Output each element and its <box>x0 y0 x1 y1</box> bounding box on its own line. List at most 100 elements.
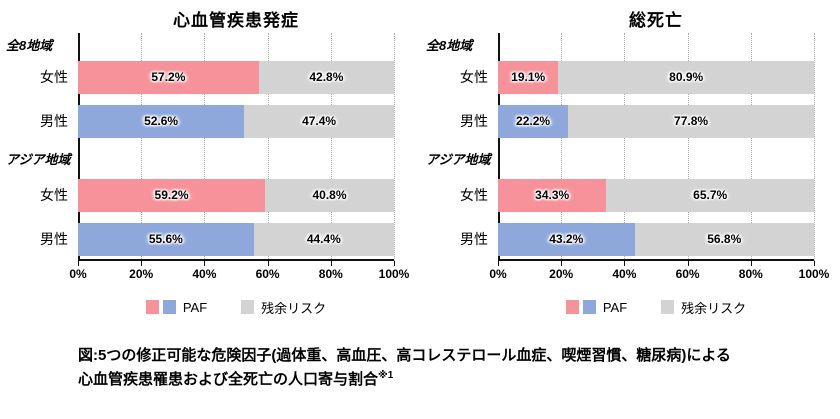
paf-value-label: 55.6% <box>148 232 183 246</box>
bar-row: 男性 22.2% 77.8% <box>426 99 814 143</box>
x-tick-mark <box>394 261 395 266</box>
category-label: 女性 <box>460 69 488 85</box>
legend-swatch-residual <box>661 300 675 314</box>
figure-caption: 図:5つの修正可能な危険因子(過体重、高血圧、高コレステロール血症、喫煙習慣、糖… <box>78 345 810 391</box>
legend-swatch-paf-male <box>162 300 176 314</box>
x-tick-label: 0% <box>69 267 87 281</box>
paf-bar-segment: 22.2% <box>498 104 569 138</box>
group-label-all-regions: 全8地域 <box>6 37 53 53</box>
grid-cvd <box>78 33 395 266</box>
paf-bar-segment: 55.6% <box>78 222 254 256</box>
plot-area-mortality: 全8地域 女性 19.1% 80.9% 男性 <box>426 33 815 266</box>
x-tick-label: 20% <box>549 267 574 281</box>
group-row: 全8地域 <box>6 33 394 55</box>
category-label: 女性 <box>40 187 68 203</box>
bar-row: 男性 43.2% 56.8% <box>426 217 814 261</box>
residual-value-label: 42.8% <box>309 70 344 84</box>
residual-value-label: 77.8% <box>674 114 709 128</box>
paf-bar-segment: 19.1% <box>498 60 559 94</box>
residual-value-label: 40.8% <box>312 188 347 202</box>
legend-label-residual: 残余リスク <box>681 300 747 316</box>
gridline <box>750 33 752 261</box>
x-tick-label: 80% <box>738 267 763 281</box>
category-label: 女性 <box>40 69 68 85</box>
gridline <box>814 33 815 261</box>
y-axis-line <box>498 33 500 261</box>
group-row: 全8地域 <box>426 33 814 55</box>
y-axis-line <box>78 33 80 261</box>
x-tick-label: 100% <box>378 267 410 281</box>
charts-row: 心血管疾患発症 全8地域 <box>6 6 840 316</box>
bar-row: 女性 34.3% 65.7% <box>426 173 814 217</box>
legend-swatch-paf-female <box>145 300 159 314</box>
paf-value-label: 59.2% <box>154 188 189 202</box>
residual-bar-segment: 77.8% <box>568 104 814 138</box>
group-label-asia: アジア地域 <box>6 151 71 167</box>
category-label: 男性 <box>40 231 68 247</box>
caption-line-1: 図:5つの修正可能な危険因子(過体重、高血圧、高コレステロール血症、喫煙習慣、糖… <box>78 347 731 364</box>
chart-panel-mortality: 総死亡 全8地域 <box>420 6 840 316</box>
x-tick-mark <box>561 261 563 266</box>
x-tick-label: 80% <box>318 267 343 281</box>
x-tick-mark <box>498 261 499 266</box>
residual-bar-segment: 47.4% <box>244 104 394 138</box>
bar-track: 57.2% 42.8% <box>78 60 394 94</box>
legend-label-residual: 残余リスク <box>261 300 327 316</box>
category-label: 男性 <box>460 113 488 129</box>
residual-bar-segment: 80.9% <box>558 60 814 94</box>
x-tick-mark <box>624 261 626 266</box>
paf-bar-segment: 43.2% <box>498 222 635 256</box>
gridline <box>624 33 626 261</box>
chart-title-mortality: 総死亡 <box>629 11 683 30</box>
group-label-asia: アジア地域 <box>426 151 491 167</box>
paf-value-label: 57.2% <box>151 70 186 84</box>
residual-bar-segment: 42.8% <box>258 60 394 94</box>
residual-value-label: 47.4% <box>302 114 337 128</box>
paf-value-label: 19.1% <box>511 70 546 84</box>
category-label: 男性 <box>460 231 488 247</box>
bar-row: 男性 52.6% 47.4% <box>6 99 394 143</box>
paf-value-label: 43.2% <box>549 232 584 246</box>
category-label: 男性 <box>40 113 68 129</box>
category-label: 女性 <box>460 187 488 203</box>
residual-bar-segment: 56.8% <box>634 222 814 256</box>
paf-value-label: 52.6% <box>144 114 179 128</box>
group-row: アジア地域 <box>6 143 394 173</box>
paf-bar-segment: 57.2% <box>78 60 259 94</box>
group-row: アジア地域 <box>426 143 814 173</box>
residual-value-label: 80.9% <box>669 70 704 84</box>
x-tick-label: 40% <box>612 267 637 281</box>
gridline <box>267 33 269 261</box>
x-tick-label: 0% <box>489 267 507 281</box>
x-tick-mark <box>267 261 269 266</box>
residual-bar-segment: 65.7% <box>606 178 814 212</box>
group-label-all-regions: 全8地域 <box>426 37 473 53</box>
gridline <box>394 33 395 261</box>
residual-value-label: 56.8% <box>707 232 742 246</box>
x-axis-line <box>498 259 814 261</box>
paf-bar-segment: 59.2% <box>78 178 266 212</box>
legend-mortality: PAF 残余リスク <box>498 299 814 316</box>
legend-swatch-residual <box>241 300 255 314</box>
plot-area-cvd: 全8地域 女性 57.2% 42.8% 男性 <box>6 33 395 266</box>
x-axis-ticks: 0% 20% 40% 60% 80% 100% <box>489 261 829 285</box>
x-tick-mark <box>141 261 143 266</box>
caption-footnote-ref: ※1 <box>378 369 394 381</box>
x-tick-mark <box>814 261 815 266</box>
grid-mortality <box>498 33 815 266</box>
x-tick-label: 100% <box>798 267 830 281</box>
x-tick-label: 60% <box>675 267 700 281</box>
gridline <box>687 33 689 261</box>
x-tick-mark <box>204 261 206 266</box>
x-tick-label: 60% <box>255 267 280 281</box>
legend-swatch-paf-female <box>565 300 579 314</box>
x-axis-line <box>78 259 394 261</box>
bar-row: 女性 59.2% 40.8% <box>6 173 394 217</box>
bar-track: 52.6% 47.4% <box>78 104 394 138</box>
bar-track: 19.1% 80.9% <box>498 60 814 94</box>
x-tick-mark <box>78 261 79 266</box>
legend-label-paf: PAF <box>602 299 628 315</box>
gridline <box>141 33 143 261</box>
paf-value-label: 22.2% <box>516 114 551 128</box>
